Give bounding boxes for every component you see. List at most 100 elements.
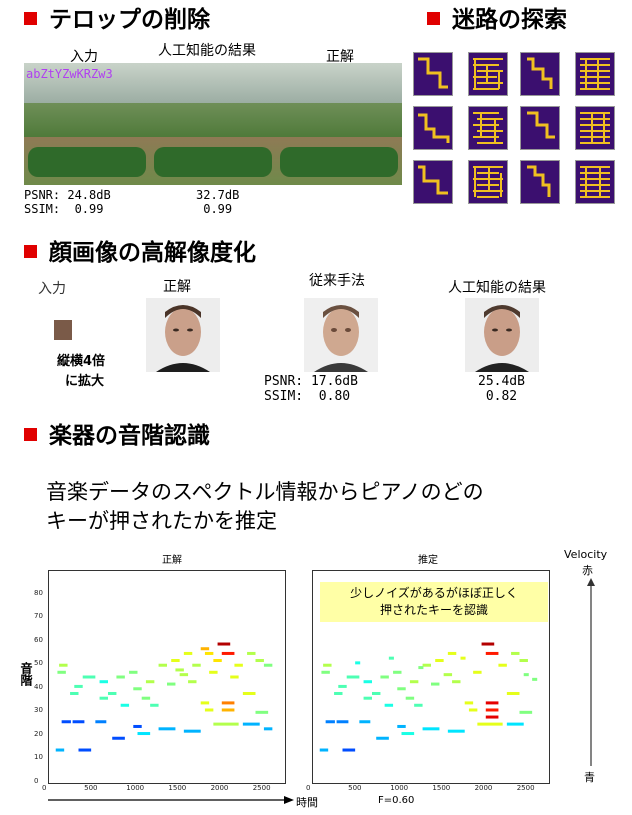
note-segment	[263, 727, 273, 731]
note-segment	[70, 691, 79, 695]
note-segment	[61, 720, 71, 724]
bullet-icon	[24, 12, 37, 25]
face-ai-metrics: 25.4dB 0.82	[478, 374, 525, 404]
note-segment	[506, 722, 524, 726]
maze-tile	[468, 160, 508, 204]
face-truth-label: 正解	[163, 279, 191, 295]
velocity-label: Velocity	[564, 548, 608, 561]
face-input-image	[54, 320, 72, 340]
panel-est-title: 推定	[418, 555, 438, 566]
note-segment	[78, 748, 92, 752]
note-segment	[388, 656, 394, 660]
note-segment	[372, 691, 381, 695]
note-segment	[447, 651, 457, 655]
note-segment	[363, 696, 372, 700]
note-segment	[183, 729, 201, 733]
note-segment	[342, 748, 356, 752]
note-segment	[230, 675, 239, 679]
note-segment	[242, 722, 260, 726]
telop-overlay-text: abZtYZwKRZw3	[26, 67, 113, 81]
note-segment	[485, 651, 499, 655]
note-segment	[242, 691, 256, 695]
note-segment	[133, 687, 142, 691]
section-title-telop: テロップの削除	[24, 9, 210, 32]
note-segment	[192, 663, 201, 667]
note-segment	[150, 703, 159, 707]
maze-tile	[468, 106, 508, 150]
f-score-label: F=0.60	[378, 795, 415, 806]
note-segment	[422, 727, 440, 731]
note-segment	[112, 736, 125, 740]
note-segment	[200, 701, 210, 705]
note-segment	[464, 701, 474, 705]
note-segment	[422, 663, 431, 667]
y-tick-label: 20	[34, 729, 43, 738]
note-segment	[435, 659, 444, 663]
note-segment	[346, 675, 360, 679]
note-segment	[380, 675, 389, 679]
note-segment	[108, 691, 117, 695]
section-title-maze: 迷路の探索	[427, 9, 567, 32]
note-segment	[57, 670, 66, 674]
note-segment	[213, 659, 222, 663]
note-segment	[485, 708, 499, 712]
note-line-1: 少しノイズがあるがほぼ正しく	[350, 586, 518, 600]
note-segment	[255, 710, 269, 714]
note-segment	[179, 673, 189, 677]
bullet-icon	[24, 245, 37, 258]
x-tick-label: 1000	[126, 784, 145, 792]
y-axis-label: 音階	[19, 662, 33, 686]
maze-tile	[575, 106, 615, 150]
note-segment	[217, 642, 231, 646]
note-segment	[82, 675, 96, 679]
x-tick-label: 0	[306, 784, 311, 792]
note-segment	[452, 680, 461, 684]
note-segment	[460, 656, 466, 660]
note-segment	[167, 682, 176, 686]
y-tick-label: 0	[34, 777, 39, 785]
y-tick-label: 50	[34, 659, 43, 668]
x-tick-label: 1000	[390, 784, 409, 792]
note-segment	[323, 663, 332, 667]
note-segment	[443, 673, 453, 677]
note-segment	[393, 670, 402, 674]
face-ai-image	[465, 298, 539, 372]
note-segment	[175, 668, 184, 672]
bullet-icon	[427, 12, 440, 25]
note-segment	[325, 720, 335, 724]
section-title-music: 楽器の音階認識	[24, 425, 210, 448]
note-segment	[532, 677, 538, 681]
note-segment	[183, 651, 193, 655]
maze-tile	[520, 160, 560, 204]
note-segment	[414, 703, 423, 707]
bullet-icon	[24, 428, 37, 441]
note-segment	[116, 675, 125, 679]
face-conv-image	[304, 298, 378, 372]
note-segment	[519, 659, 528, 663]
chart-est-svg	[319, 642, 538, 752]
note-segment	[397, 687, 406, 691]
note-line-2: 押されたキーを認識	[379, 603, 488, 617]
maze-tile	[468, 52, 508, 96]
note-segment	[158, 663, 167, 667]
estimation-note: 少しノイズがあるがほぼ正しく 押されたキーを認識	[320, 582, 548, 622]
note-segment	[384, 703, 394, 707]
note-segment	[209, 670, 218, 674]
note-segment	[59, 663, 68, 667]
note-segment	[141, 696, 151, 700]
note-segment	[263, 663, 273, 667]
x-tick-label: 500	[84, 784, 98, 792]
x-tick-label: 2000	[210, 784, 229, 792]
note-segment	[336, 720, 349, 724]
maze-tile	[413, 160, 453, 204]
note-segment	[72, 720, 85, 724]
maze-tile	[413, 52, 453, 96]
note-segment	[447, 729, 465, 733]
note-segment	[485, 715, 499, 719]
x-tick-label: 0	[42, 784, 47, 792]
note-segment	[221, 701, 235, 705]
face-scale-note-2: に拡大	[65, 374, 105, 389]
telop-ai-label: 人工知能の結果	[158, 43, 256, 59]
panel-truth-title: 正解	[162, 555, 182, 566]
note-segment	[418, 666, 424, 670]
